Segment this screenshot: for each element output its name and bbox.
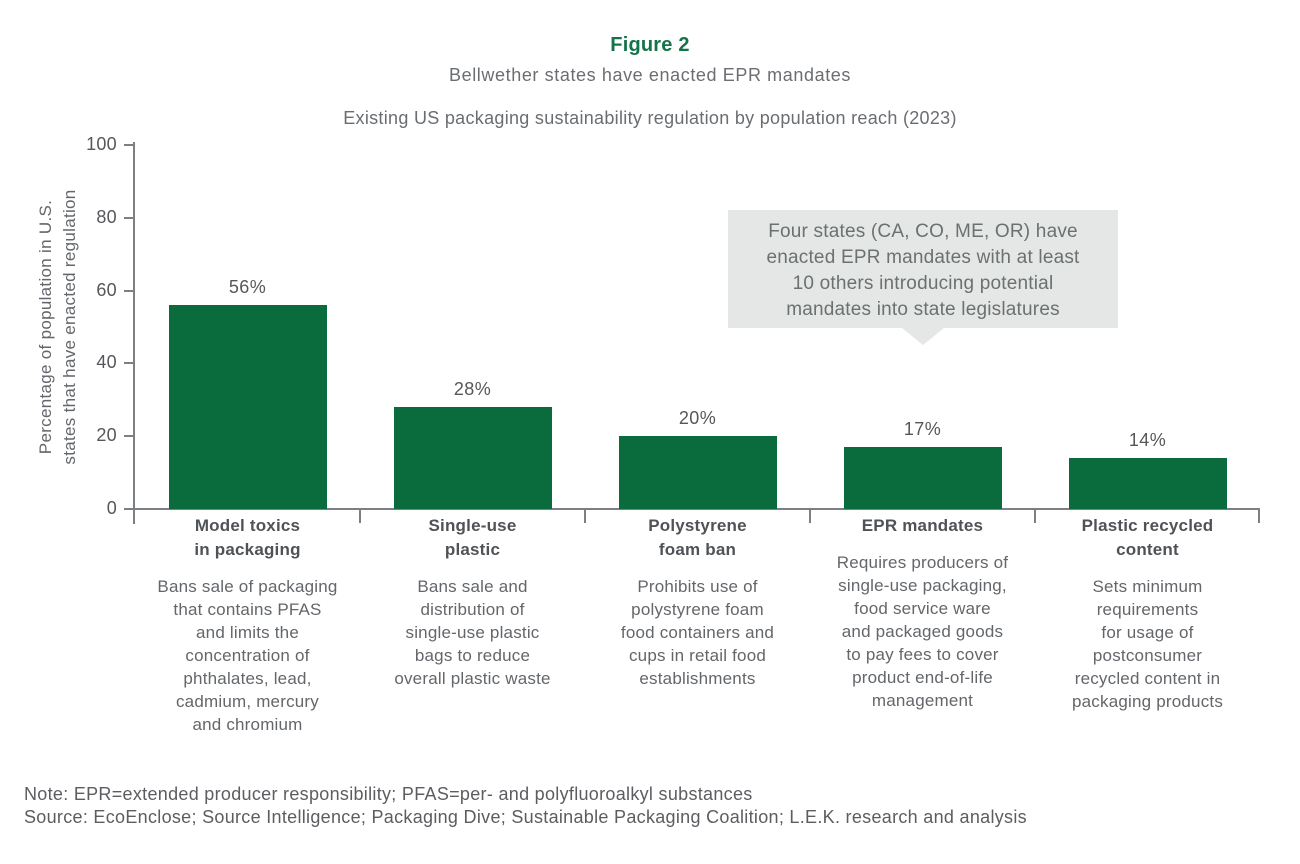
y-tick-20	[124, 435, 133, 438]
x-axis-boundary-tick	[584, 508, 586, 523]
y-tick-60	[124, 289, 133, 292]
y-tick-0	[124, 508, 133, 510]
y-tick-80	[124, 216, 133, 219]
y-tick-label-20: 20	[96, 425, 117, 446]
category-labels-row: Model toxics in packaging Bans sale of pa…	[135, 514, 1260, 736]
x-axis-boundary-tick	[1034, 508, 1036, 523]
category-label: Plastic recycled content	[1081, 516, 1214, 559]
y-axis-label: Percentage of population in U.S. states …	[36, 189, 79, 465]
category-epr-mandates: EPR mandates Requires producers of single…	[810, 514, 1035, 736]
source-text: Source: EcoEnclose; Source Intelligence;…	[24, 807, 1027, 827]
bar-value-label-plastic-recycled-content: 14%	[1128, 430, 1167, 451]
category-description: Bans sale of packaging that contains PFA…	[157, 577, 338, 734]
category-description: Requires producers of single-use packagi…	[836, 553, 1009, 710]
bar-plastic-recycled-content	[1068, 458, 1227, 509]
bar-model-toxics-in-packaging	[168, 305, 327, 509]
y-tick-label-0: 0	[106, 498, 117, 518]
category-single-use-plastic: Single-use plastic Bans sale and distribu…	[360, 514, 585, 736]
bar-chart-plot-area: 0 20 40 60 80 100 56% 28% 20% 17% 14%	[86, 134, 1260, 524]
category-polystyrene-foam-ban: Polystyrene foam ban Prohibits use of pol…	[585, 514, 810, 736]
category-model-toxics-in-packaging: Model toxics in packaging Bans sale of pa…	[135, 514, 360, 736]
x-axis-boundary-tick	[359, 508, 361, 523]
category-label: Single-use plastic	[428, 516, 517, 559]
footer: Note: EPR=extended producer responsibili…	[24, 783, 1027, 829]
category-plastic-recycled-content: Plastic recycled content Sets minimum req…	[1035, 514, 1260, 736]
category-label: Polystyrene foam ban	[648, 516, 747, 559]
figure-label: Figure 2	[610, 34, 690, 56]
x-axis-boundary-tick	[1258, 508, 1260, 523]
figure-title: Bellwether states have enacted EPR manda…	[448, 65, 851, 85]
category-description: Bans sale and distribution of single-use…	[394, 577, 551, 688]
bar-value-label-model-toxics-in-packaging: 56%	[228, 277, 267, 298]
y-tick-label-80: 80	[96, 206, 117, 227]
y-tick-label-100: 100	[86, 134, 117, 154]
category-label: EPR mandates	[861, 516, 984, 535]
category-label: Model toxics in packaging	[194, 516, 301, 559]
callout-annotation: Four states (CA, CO, ME, OR) have enacte…	[728, 210, 1118, 345]
bar-polystyrene-foam-ban	[618, 436, 777, 509]
category-description: Sets minimum requirements for usage of p…	[1071, 577, 1224, 711]
bar-single-use-plastic	[393, 407, 552, 509]
x-axis-boundary-tick	[809, 508, 811, 523]
chart-title: Existing US packaging sustainability reg…	[343, 108, 957, 128]
y-tick-100	[124, 144, 133, 146]
bar-value-label-epr-mandates: 17%	[903, 419, 942, 440]
y-tick-label-60: 60	[96, 279, 117, 300]
bar-value-label-single-use-plastic: 28%	[453, 379, 492, 400]
category-description: Prohibits use of polystyrene foam food c…	[620, 577, 775, 688]
bar-epr-mandates	[843, 447, 1002, 509]
bar-value-label-polystyrene-foam-ban: 20%	[678, 408, 717, 429]
x-axis-line	[133, 508, 1260, 510]
y-axis-line	[133, 142, 135, 524]
y-tick-label-40: 40	[96, 352, 117, 373]
note-text: Note: EPR=extended producer responsibili…	[24, 784, 753, 804]
y-tick-40	[124, 362, 133, 365]
